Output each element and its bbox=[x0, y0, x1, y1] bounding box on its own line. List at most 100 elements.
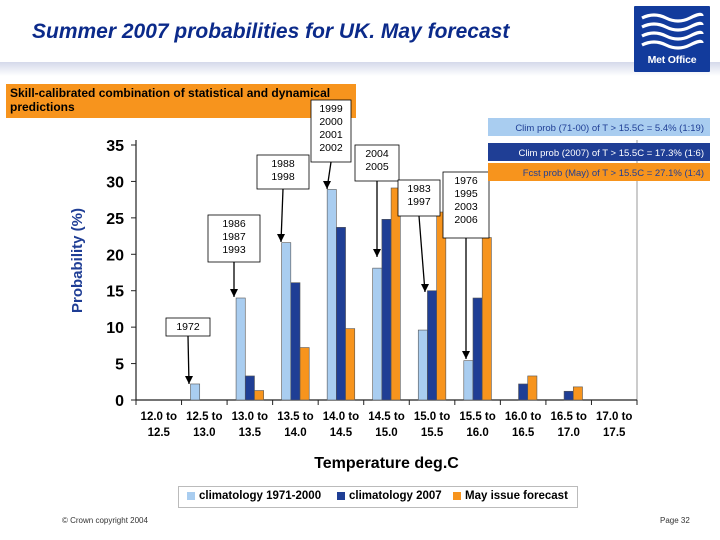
year-label: 2005 bbox=[365, 161, 389, 173]
x-tick-label-line1: 17.0 to bbox=[596, 411, 632, 423]
y-tick-label: 5 bbox=[115, 357, 124, 374]
year-pointer-head bbox=[462, 351, 470, 359]
page-number: Page 32 bbox=[660, 516, 690, 525]
year-pointer-head bbox=[373, 249, 381, 257]
x-tick-label-line1: 14.0 to bbox=[323, 411, 359, 423]
met-office-logo: Met Office bbox=[634, 6, 710, 72]
bar-clim7100 bbox=[190, 383, 201, 401]
year-label: 1986 bbox=[222, 218, 246, 230]
year-label: 2000 bbox=[319, 116, 343, 128]
prob-box-text: Clim prob (2007) of T > 15.5C = 17.3% (1… bbox=[518, 148, 704, 159]
header-band bbox=[0, 0, 720, 62]
bar-clim2007 bbox=[290, 282, 301, 401]
y-tick-label: 25 bbox=[106, 211, 124, 228]
bar-clim2007 bbox=[563, 390, 574, 401]
year-label: 2006 bbox=[454, 214, 478, 226]
bar-clim2007 bbox=[472, 297, 483, 401]
x-tick-label-line1: 13.5 to bbox=[277, 411, 313, 423]
year-label: 2002 bbox=[319, 142, 343, 154]
year-label-box bbox=[256, 154, 310, 190]
bar-forecast bbox=[345, 328, 356, 401]
bar-forecast bbox=[390, 187, 401, 401]
year-label-box bbox=[354, 144, 400, 182]
bar-clim7100 bbox=[417, 329, 428, 401]
logo-text: Met Office bbox=[647, 54, 697, 66]
prob-box-text: Fcst prob (May) of T > 15.5C = 27.1% (1:… bbox=[523, 168, 704, 179]
bar-clim2007 bbox=[336, 227, 346, 401]
x-tick-label-line2: 17.5 bbox=[603, 427, 626, 439]
bar-forecast bbox=[436, 211, 447, 401]
chart-subtitle: Skill-calibrated combination of statisti… bbox=[6, 84, 356, 118]
x-tick-label-line1: 15.5 to bbox=[459, 411, 495, 423]
x-tick-label-line2: 14.0 bbox=[284, 427, 306, 439]
year-label: 1999 bbox=[319, 103, 343, 115]
x-tick-label-line2: 15.5 bbox=[421, 427, 444, 439]
year-label-box bbox=[397, 179, 441, 217]
bar-forecast bbox=[254, 390, 264, 401]
legend-label-clim2007: climatology 2007 bbox=[349, 490, 442, 502]
year-pointer bbox=[418, 215, 426, 293]
year-pointer-head bbox=[230, 289, 238, 297]
x-tick-label-line2: 14.5 bbox=[330, 427, 353, 439]
bar-forecast bbox=[527, 375, 538, 401]
x-tick-label-line2: 16.5 bbox=[512, 427, 535, 439]
header: Summer 2007 probabilities for UK. May fo… bbox=[0, 0, 720, 78]
y-tick-label: 35 bbox=[106, 138, 124, 155]
x-tick-label-line1: 16.5 to bbox=[550, 411, 586, 423]
chart-legend: climatology 1971-2000 climatology 2007 M… bbox=[178, 486, 578, 508]
x-tick-label-line1: 12.0 to bbox=[141, 411, 177, 423]
page-title: Summer 2007 probabilities for UK. May fo… bbox=[32, 20, 510, 43]
x-tick-label-line2: 13.5 bbox=[239, 427, 262, 439]
y-tick-label: 15 bbox=[106, 284, 124, 301]
bar-clim2007 bbox=[381, 219, 392, 401]
legend-swatch-forecast bbox=[453, 491, 461, 500]
y-tick-label: 30 bbox=[106, 174, 124, 191]
legend-item-clim2007: climatology 2007 bbox=[337, 490, 442, 502]
y-axis-title: Probability (%) bbox=[69, 208, 86, 313]
x-tick-label-line2: 13.0 bbox=[193, 427, 215, 439]
year-label-box bbox=[165, 317, 211, 337]
bar-forecast bbox=[572, 386, 583, 401]
bar-clim7100 bbox=[281, 242, 292, 401]
x-tick-label-line2: 16.0 bbox=[466, 427, 488, 439]
year-label: 1972 bbox=[176, 321, 200, 333]
y-tick-label: 0 bbox=[115, 393, 124, 410]
bar-clim7100 bbox=[372, 267, 383, 401]
x-tick-label-line1: 15.0 to bbox=[414, 411, 450, 423]
x-tick-label-line2: 12.5 bbox=[148, 427, 171, 439]
prob-box bbox=[488, 118, 710, 136]
x-tick-label-line1: 14.5 to bbox=[368, 411, 404, 423]
legend-item-clim7100: climatology 1971-2000 bbox=[187, 490, 321, 502]
year-pointer-head bbox=[421, 284, 429, 292]
bar-clim2007 bbox=[518, 383, 529, 401]
x-axis-title: Temperature deg.C bbox=[314, 455, 459, 472]
x-tick-label-line1: 13.0 to bbox=[232, 411, 268, 423]
year-label: 1997 bbox=[407, 196, 431, 208]
bar-clim2007 bbox=[244, 375, 255, 401]
year-label-box bbox=[310, 99, 352, 163]
legend-swatch-clim7100 bbox=[187, 491, 195, 500]
year-label: 1993 bbox=[222, 244, 246, 256]
year-label: 1998 bbox=[271, 171, 295, 183]
year-label-box bbox=[207, 214, 261, 263]
year-pointer-head bbox=[185, 376, 193, 384]
legend-item-forecast: May issue forecast bbox=[453, 490, 568, 502]
x-tick-label-line2: 17.0 bbox=[557, 427, 579, 439]
bar-clim2007 bbox=[427, 290, 437, 401]
year-label: 2004 bbox=[365, 148, 389, 160]
legend-label-clim7100: climatology 1971-2000 bbox=[199, 490, 322, 502]
copyright-text: © Crown copyright 2004 bbox=[62, 516, 148, 525]
year-label: 1987 bbox=[222, 231, 246, 243]
prob-box bbox=[488, 143, 710, 161]
y-tick-label: 10 bbox=[106, 320, 124, 337]
year-label: 2001 bbox=[319, 129, 343, 141]
year-pointer bbox=[280, 188, 284, 243]
year-label: 1983 bbox=[407, 183, 431, 195]
bar-clim7100 bbox=[463, 360, 474, 401]
year-label: 1988 bbox=[271, 158, 295, 170]
year-label: 2003 bbox=[454, 201, 478, 213]
x-tick-label-line1: 12.5 to bbox=[186, 411, 222, 423]
prob-box bbox=[488, 163, 710, 181]
year-label: 1995 bbox=[454, 188, 478, 200]
